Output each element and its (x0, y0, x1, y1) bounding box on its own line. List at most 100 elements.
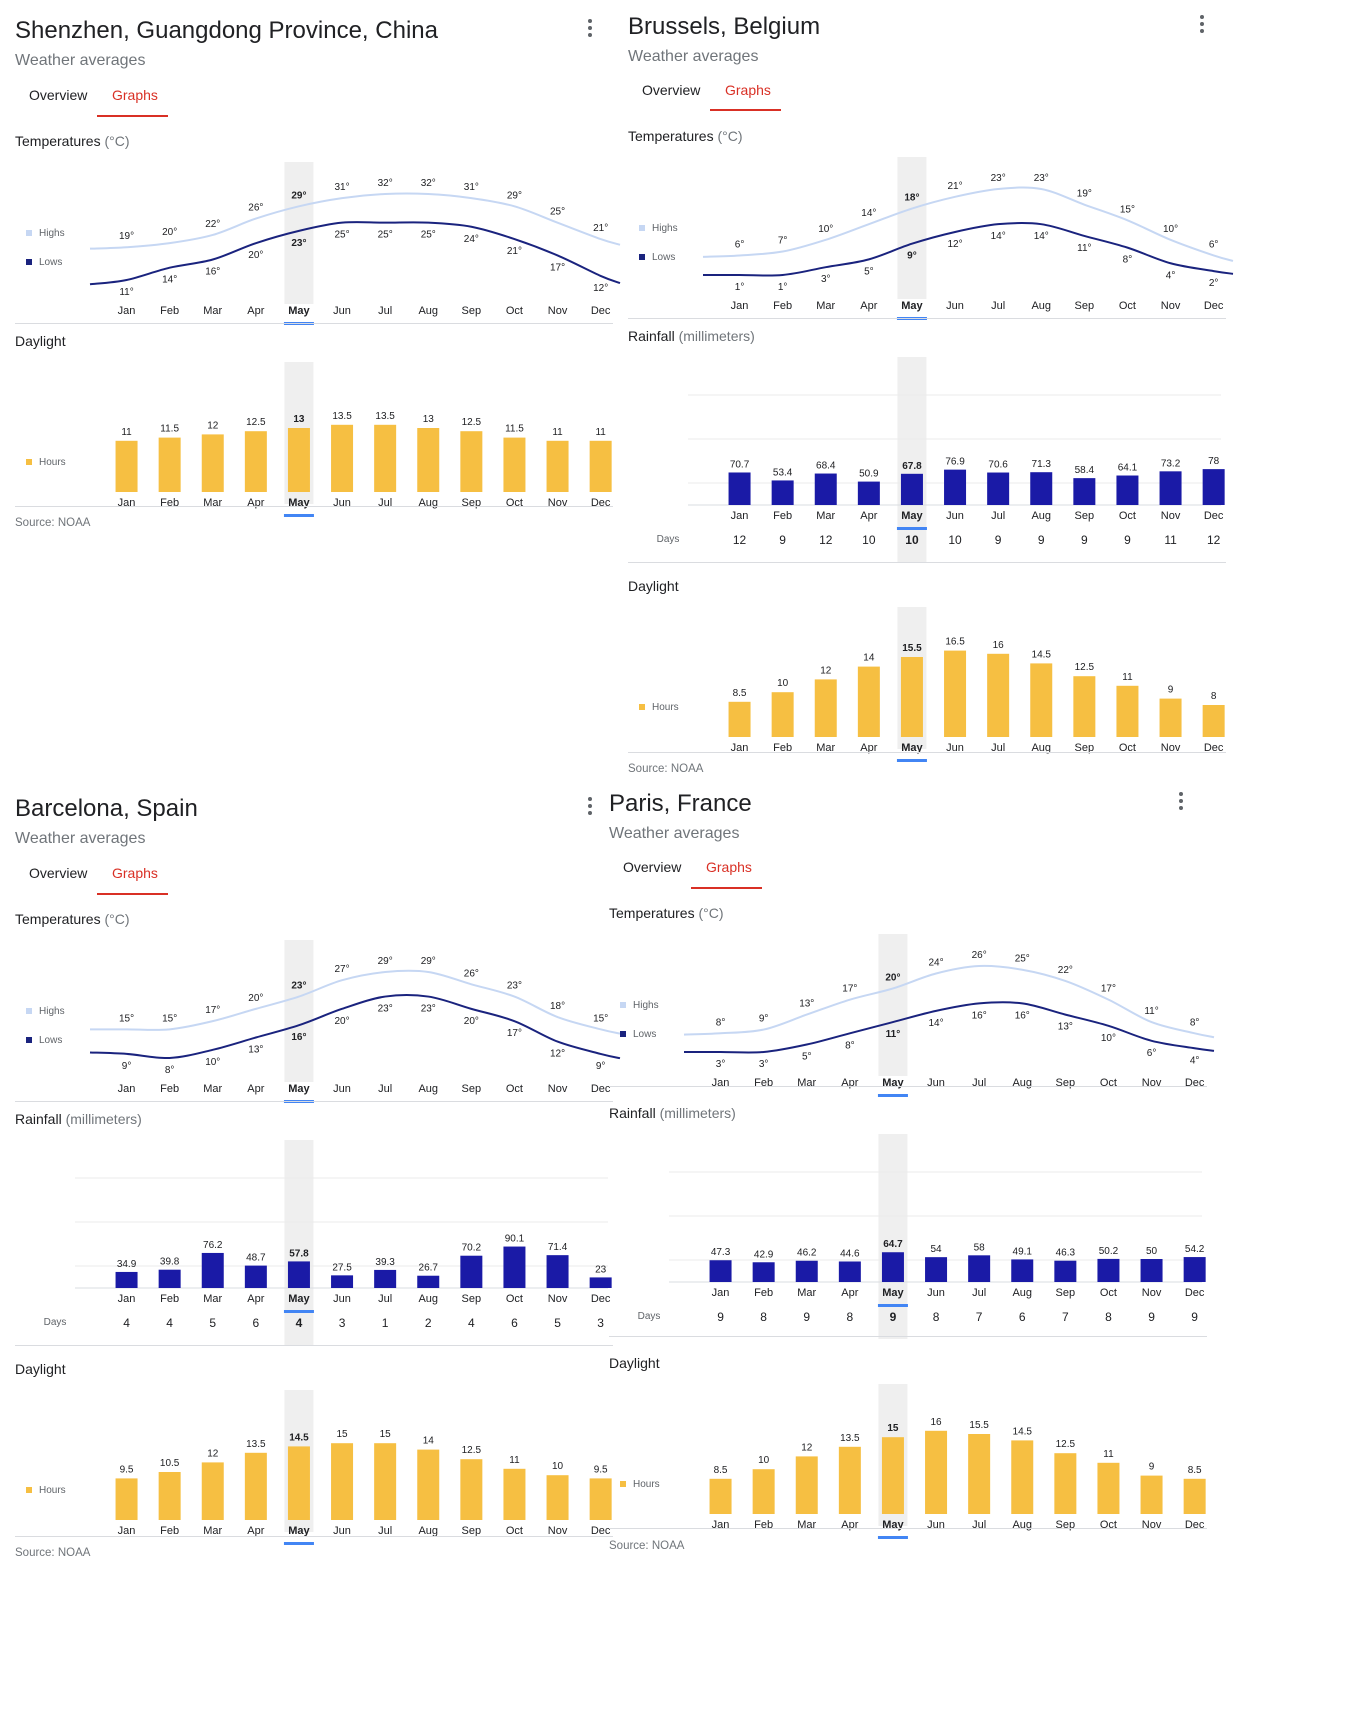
month-label-may: May (288, 1525, 310, 1537)
daylight-bar (115, 1478, 138, 1520)
daylight-bar (115, 440, 138, 492)
rainfall-bar (589, 1277, 612, 1288)
tab-overview[interactable]: Overview (29, 865, 88, 881)
daylight-value-label: 9 (1168, 685, 1174, 696)
highs-value-label: 26° (248, 203, 263, 214)
lows-value-label: 5° (864, 266, 874, 277)
lows-value-label: 13° (1058, 1022, 1073, 1033)
rainfall-bar (881, 1252, 904, 1282)
rainfall-value-label: 23 (595, 1264, 607, 1275)
lows-value-label: 23° (378, 1004, 393, 1015)
lows-legend-label: Lows (39, 1035, 62, 1046)
rain-days-value: 3 (339, 1316, 346, 1330)
more-options-icon[interactable] (578, 794, 602, 818)
rain-days-value: 10 (905, 533, 919, 547)
lows-value-label: 10° (1101, 1033, 1116, 1044)
rainfall-value-label: 50 (1146, 1246, 1158, 1257)
more-options-icon[interactable] (1169, 789, 1193, 813)
daylight-value-label: 12 (207, 1448, 219, 1459)
lows-value-label: 20° (464, 1016, 479, 1027)
rainfall-heading: Rainfall (millimeters) (609, 1105, 736, 1121)
daylight-value-label: 13.5 (332, 411, 352, 422)
selected-month-indicator[interactable] (877, 1094, 908, 1097)
month-label-jul: Jul (378, 305, 392, 317)
selected-month-indicator[interactable] (283, 1542, 314, 1545)
lows-value-label: 25° (378, 230, 393, 241)
lows-line (684, 1001, 1215, 1054)
month-label-jul: Jul (378, 1293, 392, 1305)
tab-overview[interactable]: Overview (623, 859, 682, 875)
tab-overview[interactable]: Overview (642, 82, 701, 98)
tab-graphs[interactable]: Graphs (112, 865, 158, 881)
rain-days-value: 7 (976, 1310, 983, 1324)
highs-value-label: 31° (334, 182, 349, 193)
month-label-nov: Nov (548, 1525, 568, 1537)
rainfall-value-label: 64.1 (1118, 463, 1138, 474)
daylight-bar (795, 1456, 818, 1514)
rainfall-value-label: 70.6 (988, 460, 1008, 471)
highs-legend-swatch (639, 225, 645, 231)
days-label: Days (44, 1317, 67, 1328)
source-label: Source: NOAA (628, 763, 704, 775)
month-label-apr: Apr (841, 1519, 858, 1531)
highs-value-label: 19° (1077, 189, 1092, 200)
divider (15, 1345, 613, 1346)
rainfall-value-label: 42.9 (754, 1249, 774, 1260)
selected-month-indicator[interactable] (877, 1536, 908, 1539)
month-label-dec: Dec (1204, 300, 1224, 312)
rainfall-bar (752, 1262, 775, 1282)
highs-value-label: 13° (799, 999, 814, 1010)
tab-graphs[interactable]: Graphs (725, 82, 771, 98)
rain-days-value: 12 (819, 533, 833, 547)
rain-days-value: 4 (166, 1316, 173, 1330)
month-label-may: May (901, 742, 923, 754)
rainfall-bar (1097, 1258, 1120, 1282)
daylight-bar (417, 1449, 440, 1520)
month-label-oct: Oct (1119, 510, 1136, 522)
month-label-may: May (882, 1287, 904, 1299)
rainfall-value-label: 46.2 (797, 1248, 817, 1259)
tab-graphs[interactable]: Graphs (706, 859, 752, 875)
lows-legend-swatch (639, 254, 645, 260)
highs-line (89, 969, 621, 1035)
month-label-sep: Sep (462, 1525, 482, 1537)
selected-month-indicator[interactable] (283, 514, 314, 517)
divider (628, 318, 1226, 319)
month-label-feb: Feb (160, 1293, 179, 1305)
selected-month-indicator[interactable] (896, 527, 927, 530)
rain-days-value: 8 (933, 1310, 940, 1324)
tab-overview[interactable]: Overview (29, 87, 88, 103)
location-title: Brussels, Belgium (628, 13, 821, 40)
highs-value-label: 29° (291, 190, 306, 201)
month-label-mar: Mar (203, 497, 222, 509)
highs-value-label: 14° (861, 208, 876, 219)
selected-month-indicator[interactable] (877, 1304, 908, 1307)
selected-month-indicator[interactable] (896, 759, 927, 762)
rainfall-bar (925, 1257, 948, 1282)
tab-graphs[interactable]: Graphs (112, 87, 158, 103)
weather-card-paris: Paris, France Weather averages Overview … (609, 785, 1229, 1565)
rainfall-value-label: 67.8 (902, 461, 922, 472)
daylight-bar (589, 440, 612, 492)
more-options-icon[interactable] (578, 16, 602, 40)
weather-card-barcelona: Barcelona, Spain Weather averages Overvi… (15, 790, 621, 1705)
rain-days-value: 12 (1207, 533, 1221, 547)
month-label-oct: Oct (1119, 300, 1136, 312)
rainfall-value-label: 58 (974, 1242, 986, 1253)
daylight-bar (752, 1469, 775, 1514)
month-label-jan: Jan (118, 1293, 136, 1305)
daylight-value-label: 12.5 (1075, 662, 1095, 673)
rainfall-value-label: 26.7 (419, 1263, 439, 1274)
more-options-icon[interactable] (1190, 12, 1214, 36)
lows-value-label: 14° (928, 1018, 943, 1029)
location-title: Paris, France (609, 790, 752, 817)
rain-days-value: 12 (733, 533, 747, 547)
daylight-value-label: 11 (1103, 1449, 1114, 1460)
rainfall-bar (1116, 475, 1139, 505)
month-label-mar: Mar (797, 1519, 816, 1531)
weather-averages-subtitle: Weather averages (15, 830, 146, 847)
daylight-bar (944, 650, 967, 737)
selected-month-indicator[interactable] (283, 1310, 314, 1313)
hours-legend-swatch (26, 1487, 32, 1493)
rainfall-value-label: 48.7 (246, 1253, 266, 1264)
